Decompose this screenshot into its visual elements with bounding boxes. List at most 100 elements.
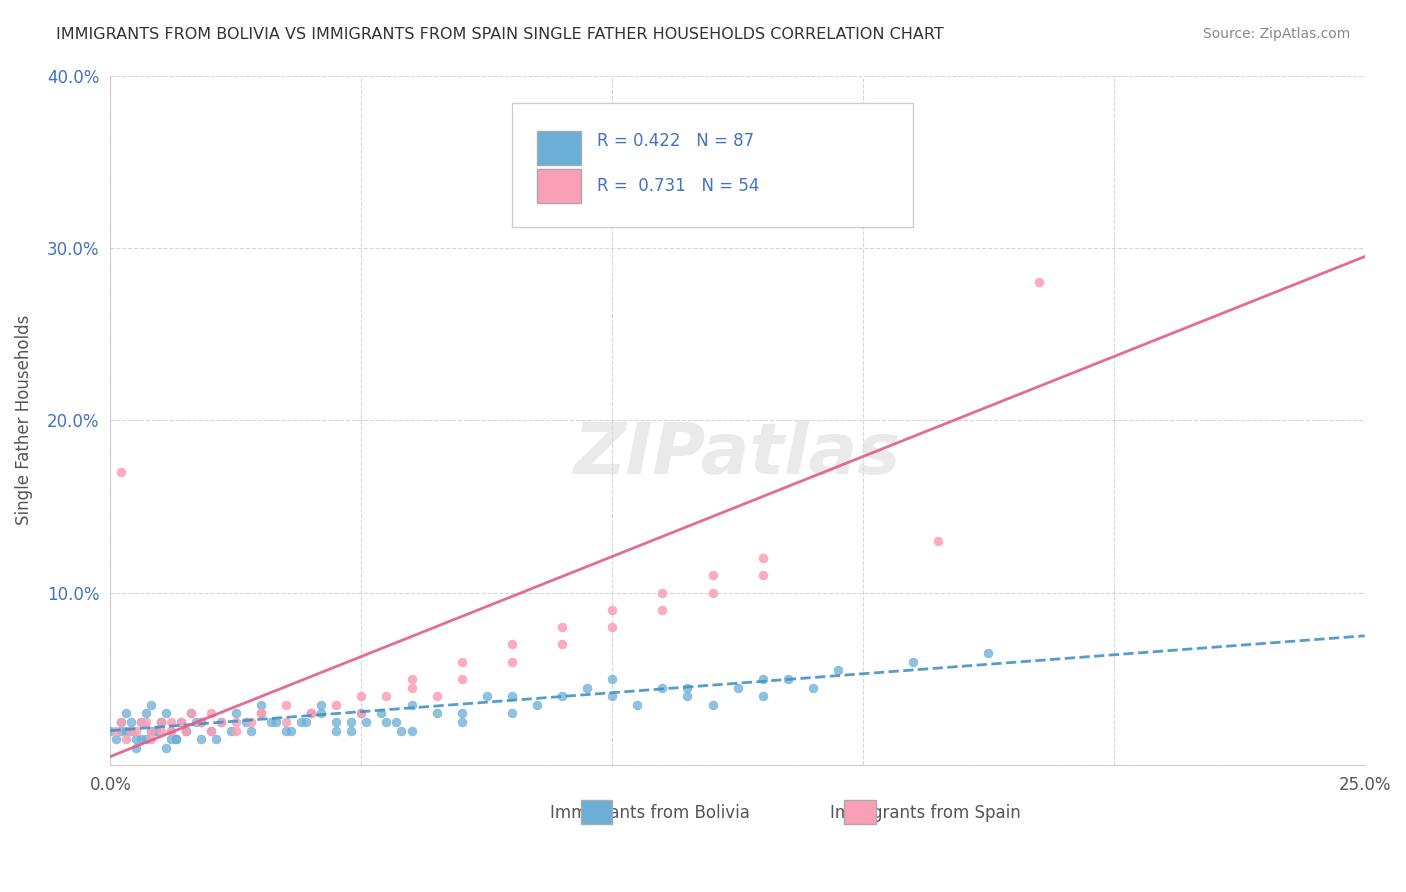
Point (600, 689, 623, 703)
Point (209, 714, 232, 729)
FancyBboxPatch shape (512, 103, 914, 227)
Point (129, 714, 152, 729)
Point (159, 723, 181, 738)
Point (325, 723, 347, 738)
Point (184, 714, 207, 729)
Point (159, 723, 181, 738)
Point (149, 714, 172, 729)
Point (124, 732, 146, 747)
Text: R = 0.422   N = 87: R = 0.422 N = 87 (598, 132, 754, 150)
Point (240, 714, 263, 729)
Point (280, 723, 302, 738)
Point (205, 732, 228, 747)
Point (600, 620, 623, 634)
Point (309, 706, 332, 721)
Point (401, 698, 423, 712)
Point (139, 723, 162, 738)
Point (114, 723, 136, 738)
Point (350, 706, 373, 721)
Point (200, 706, 222, 721)
Point (190, 732, 212, 747)
Point (776, 672, 799, 686)
Point (159, 732, 181, 747)
Point (180, 706, 202, 721)
Point (702, 698, 724, 712)
Point (180, 706, 202, 721)
Point (120, 723, 142, 738)
Text: ZIPatlas: ZIPatlas (574, 420, 901, 490)
Point (165, 732, 187, 747)
Point (129, 714, 152, 729)
Point (274, 723, 297, 738)
Point (190, 714, 212, 729)
Point (135, 732, 157, 747)
Point (801, 681, 824, 695)
Point (155, 706, 177, 721)
Point (299, 706, 322, 721)
Point (274, 714, 297, 729)
Point (155, 740, 177, 755)
Point (751, 551, 773, 566)
FancyBboxPatch shape (537, 131, 581, 165)
Point (110, 465, 132, 479)
Point (450, 655, 472, 669)
Point (260, 714, 283, 729)
Point (110, 723, 132, 738)
Point (174, 723, 197, 738)
Point (139, 732, 162, 747)
FancyBboxPatch shape (844, 799, 876, 823)
Point (475, 689, 498, 703)
Point (240, 723, 263, 738)
Point (401, 672, 423, 686)
Point (299, 706, 322, 721)
Point (104, 732, 127, 747)
Point (110, 714, 132, 729)
Point (450, 714, 472, 729)
Point (124, 740, 146, 755)
Point (114, 732, 136, 747)
Point (356, 714, 378, 729)
Point (159, 714, 181, 729)
Text: IMMIGRANTS FROM BOLIVIA VS IMMIGRANTS FROM SPAIN SINGLE FATHER HOUSEHOLDS CORREL: IMMIGRANTS FROM BOLIVIA VS IMMIGRANTS FR… (56, 27, 943, 42)
Point (124, 723, 146, 738)
Point (120, 723, 142, 738)
Point (135, 714, 157, 729)
Point (751, 568, 773, 582)
Point (702, 585, 724, 599)
Point (702, 568, 724, 582)
Point (219, 723, 242, 738)
Point (274, 698, 297, 712)
Point (120, 714, 142, 729)
Point (350, 689, 373, 703)
Point (651, 585, 673, 599)
Point (290, 714, 312, 729)
Point (385, 714, 408, 729)
Point (340, 723, 363, 738)
Point (149, 714, 172, 729)
Point (501, 706, 523, 721)
Point (600, 603, 623, 617)
Point (350, 706, 373, 721)
Point (651, 603, 673, 617)
Point (526, 698, 548, 712)
Point (174, 723, 197, 738)
Point (370, 706, 392, 721)
Point (309, 698, 332, 712)
Point (375, 689, 398, 703)
Point (145, 723, 167, 738)
FancyBboxPatch shape (581, 799, 612, 823)
Point (139, 698, 162, 712)
Point (676, 689, 699, 703)
Point (299, 706, 322, 721)
Point (651, 681, 673, 695)
Point (139, 723, 162, 738)
Point (927, 533, 949, 548)
Point (104, 723, 127, 738)
Point (235, 714, 257, 729)
Point (325, 698, 347, 712)
Point (501, 689, 523, 703)
Point (100, 723, 122, 738)
Point (401, 723, 423, 738)
Point (200, 723, 222, 738)
Point (551, 637, 574, 651)
